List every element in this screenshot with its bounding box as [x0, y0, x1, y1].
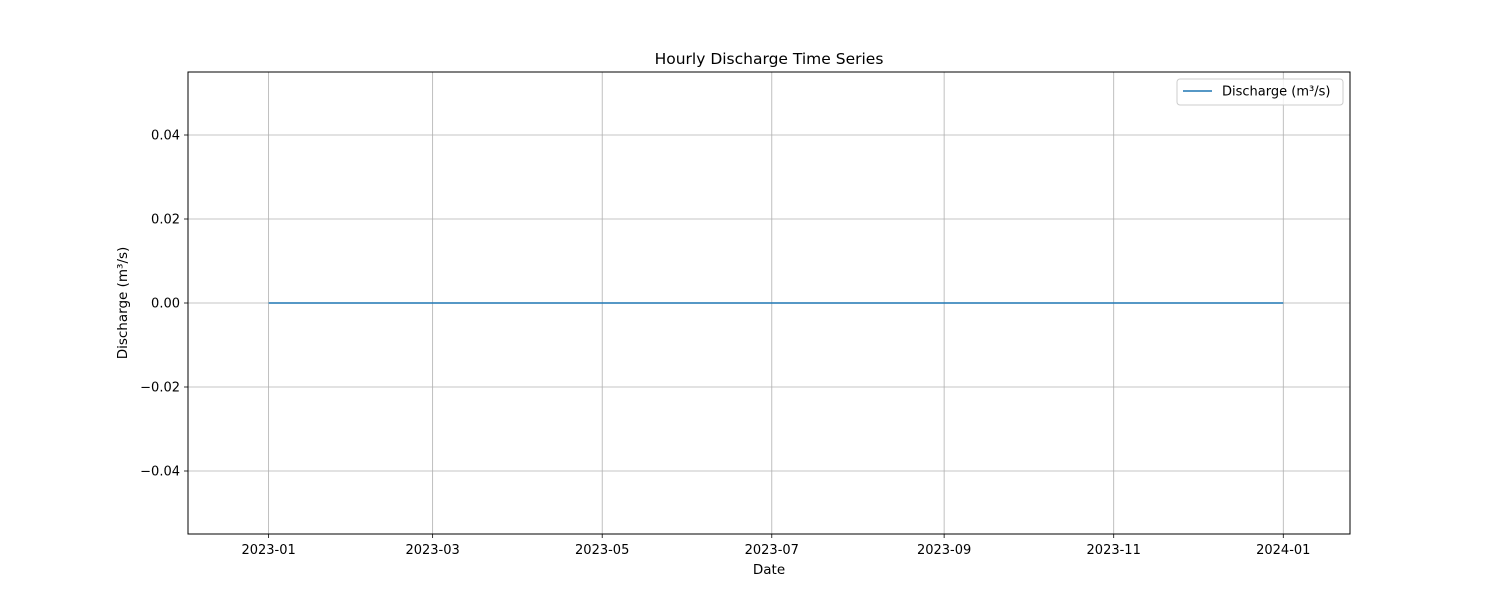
legend: Discharge (m³/s) [1176, 78, 1344, 106]
x-tick-label: 2023-09 [917, 543, 971, 558]
y-axis: 0.04 0.02 0.00 −0.02 −0.04 [140, 129, 188, 480]
y-axis-label: Discharge (m³/s) [115, 247, 131, 360]
x-axis: 2023-01 2023-03 2023-05 2023-07 2023-09 2023-… [241, 534, 1310, 558]
y-tick-label: 0.02 [151, 213, 180, 228]
chart-title: Hourly Discharge Time Series [655, 50, 884, 68]
legend-box [1176, 78, 1344, 106]
x-tick-label: 2023-05 [575, 543, 629, 558]
y-tick-label: 0.04 [151, 129, 180, 144]
x-tick-label: 2023-03 [405, 543, 459, 558]
x-axis-label: Date [753, 562, 785, 578]
y-tick-label: 0.00 [151, 297, 180, 312]
x-tick-label: 2024-01 [1256, 543, 1310, 558]
y-tick-label: −0.02 [140, 381, 180, 396]
x-tick-label: 2023-07 [745, 543, 799, 558]
x-tick-label: 2023-11 [1087, 543, 1141, 558]
y-tick-label: −0.04 [140, 465, 180, 480]
legend-series-label: Discharge (m³/s) [1222, 85, 1330, 100]
x-tick-label: 2023-01 [241, 543, 295, 558]
